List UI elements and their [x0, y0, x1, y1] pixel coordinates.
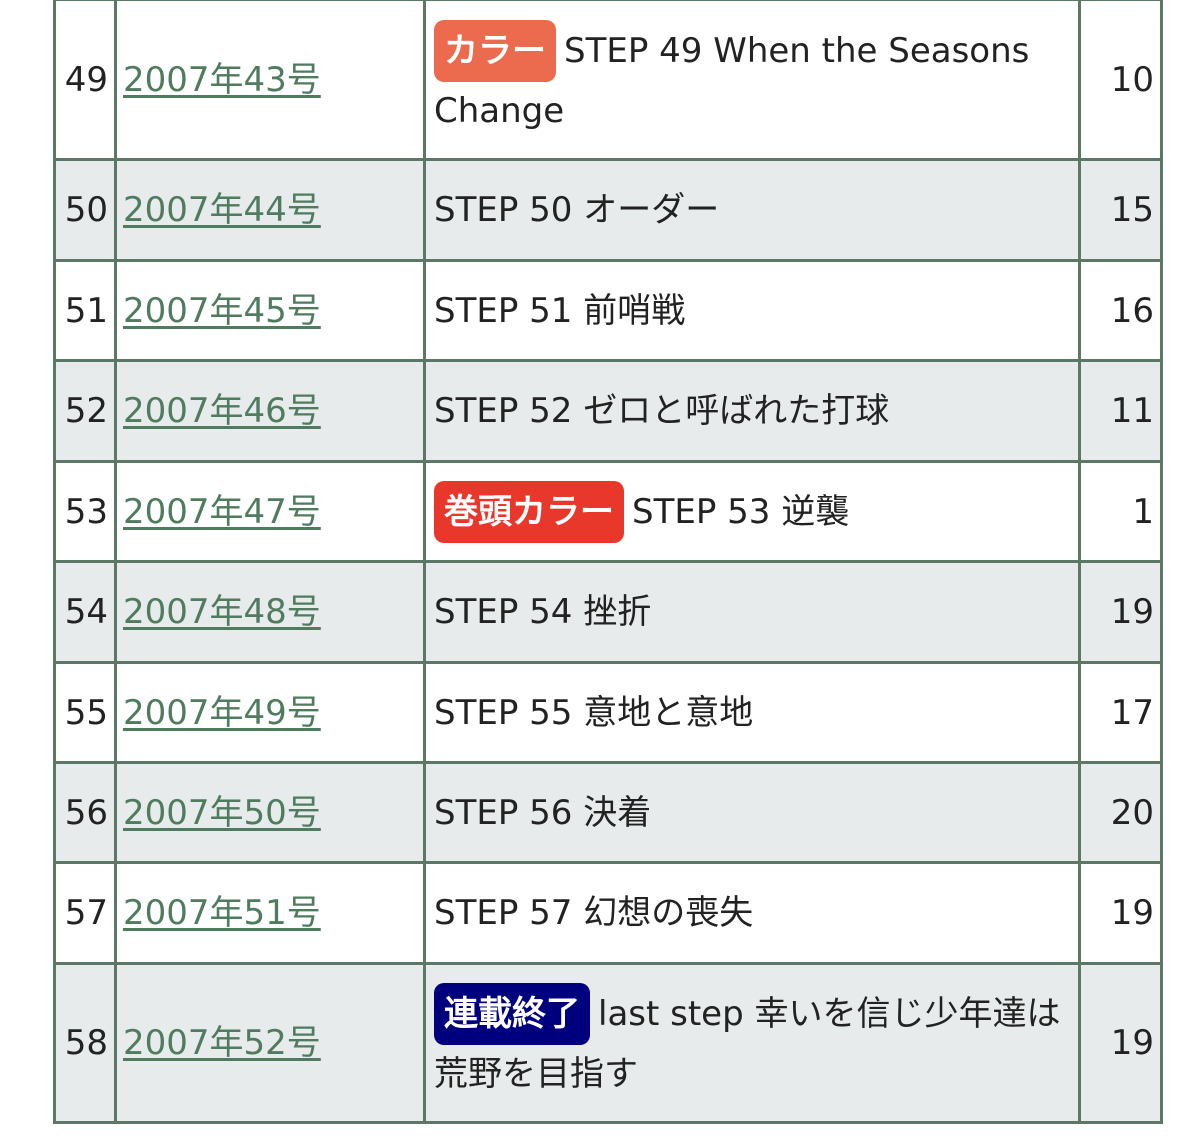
title-cell: 巻頭カラー STEP 53 逆襲: [423, 460, 1081, 563]
issue-link[interactable]: 2007年44号: [123, 190, 321, 230]
chapter-number: 53: [53, 460, 117, 563]
issue-cell: 2007年45号: [114, 259, 426, 362]
title-cell: STEP 55 意地と意地: [423, 661, 1081, 764]
chapter-title: STEP 51 前哨戦: [434, 290, 686, 331]
issue-cell: 2007年46号: [114, 359, 426, 463]
issue-link[interactable]: 2007年50号: [123, 792, 321, 833]
chapter-title: STEP 55 意地と意地: [434, 692, 754, 733]
chapter-title: STEP 57 幻想の喪失: [434, 893, 754, 933]
issue-link[interactable]: 2007年52号: [123, 1023, 321, 1063]
table-row: 52 2007年46号 STEP 52 ゼロと呼ばれた打球 11: [53, 359, 1163, 463]
issue-cell: 2007年48号: [114, 560, 426, 664]
issue-cell: 2007年51号: [114, 861, 426, 965]
chapter-number: 56: [53, 761, 117, 864]
chapter-title: last step 幸いを信じ少年達は荒野を目指す: [434, 994, 1061, 1094]
rank: 20: [1078, 761, 1163, 864]
rank: 10: [1078, 0, 1163, 161]
chapter-title: STEP 56 決着: [434, 792, 652, 833]
issue-cell: 2007年47号: [114, 460, 426, 563]
issue-link[interactable]: 2007年48号: [123, 592, 321, 632]
chapter-title: STEP 50 オーダー: [434, 190, 720, 230]
title-cell: STEP 54 挫折: [423, 560, 1081, 664]
rank: 16: [1078, 259, 1163, 362]
title-cell: カラー STEP 49 When the Seasons Change: [423, 0, 1081, 161]
table-row: 49 2007年43号 カラー STEP 49 When the Seasons …: [53, 0, 1163, 161]
table-row: 57 2007年51号 STEP 57 幻想の喪失 19: [53, 861, 1163, 965]
title-cell: STEP 50 オーダー: [423, 158, 1081, 262]
table-row: 50 2007年44号 STEP 50 オーダー 15: [53, 158, 1163, 262]
chapter-number: 58: [53, 962, 117, 1124]
title-cell: STEP 51 前哨戦: [423, 259, 1081, 362]
table-row: 56 2007年50号 STEP 56 決着 20: [53, 761, 1163, 864]
issue-link[interactable]: 2007年45号: [123, 290, 321, 331]
title-cell: STEP 57 幻想の喪失: [423, 861, 1081, 965]
badge-color: カラー: [434, 19, 556, 82]
chapter-number: 52: [53, 359, 117, 463]
table-row: 53 2007年47号 巻頭カラー STEP 53 逆襲 1: [53, 460, 1163, 563]
chapter-number: 51: [53, 259, 117, 362]
rank: 1: [1078, 460, 1163, 563]
title-cell: STEP 52 ゼロと呼ばれた打球: [423, 359, 1081, 463]
rank: 19: [1078, 560, 1163, 664]
chapter-title: STEP 52 ゼロと呼ばれた打球: [434, 391, 890, 431]
issue-cell: 2007年44号: [114, 158, 426, 262]
rank: 15: [1078, 158, 1163, 262]
badge-end: 連載終了: [434, 983, 590, 1045]
table-row: 55 2007年49号 STEP 55 意地と意地 17: [53, 661, 1163, 764]
issue-link[interactable]: 2007年47号: [123, 491, 321, 532]
issue-cell: 2007年43号: [114, 0, 426, 161]
issue-link[interactable]: 2007年43号: [123, 59, 321, 100]
chapter-title: STEP 53 逆襲: [632, 491, 850, 532]
issue-cell: 2007年52号: [114, 962, 426, 1124]
chapter-number: 54: [53, 560, 117, 664]
rank: 17: [1078, 661, 1163, 764]
chapter-number: 50: [53, 158, 117, 262]
rank: 19: [1078, 962, 1163, 1124]
rank: 11: [1078, 359, 1163, 463]
issue-cell: 2007年49号: [114, 661, 426, 764]
table-row: 54 2007年48号 STEP 54 挫折 19: [53, 560, 1163, 664]
title-cell: 連載終了 last step 幸いを信じ少年達は荒野を目指す: [423, 962, 1081, 1124]
issue-link[interactable]: 2007年49号: [123, 692, 321, 733]
table-row: 58 2007年52号 連載終了 last step 幸いを信じ少年達は荒野を目指…: [53, 962, 1163, 1124]
issue-link[interactable]: 2007年51号: [123, 893, 321, 933]
title-cell: STEP 56 決着: [423, 761, 1081, 864]
chapter-number: 55: [53, 661, 117, 764]
issue-cell: 2007年50号: [114, 761, 426, 864]
chapter-number: 49: [53, 0, 117, 161]
chapter-number: 57: [53, 861, 117, 965]
chapter-title: STEP 49 When the Seasons Change: [434, 30, 1030, 131]
chapter-title: STEP 54 挫折: [434, 592, 652, 632]
issue-link[interactable]: 2007年46号: [123, 391, 321, 431]
chapter-table: 49 2007年43号 カラー STEP 49 When the Seasons …: [53, 0, 1163, 1124]
badge-lead: 巻頭カラー: [434, 480, 624, 543]
rank: 19: [1078, 861, 1163, 965]
table-row: 51 2007年45号 STEP 51 前哨戦 16: [53, 259, 1163, 362]
